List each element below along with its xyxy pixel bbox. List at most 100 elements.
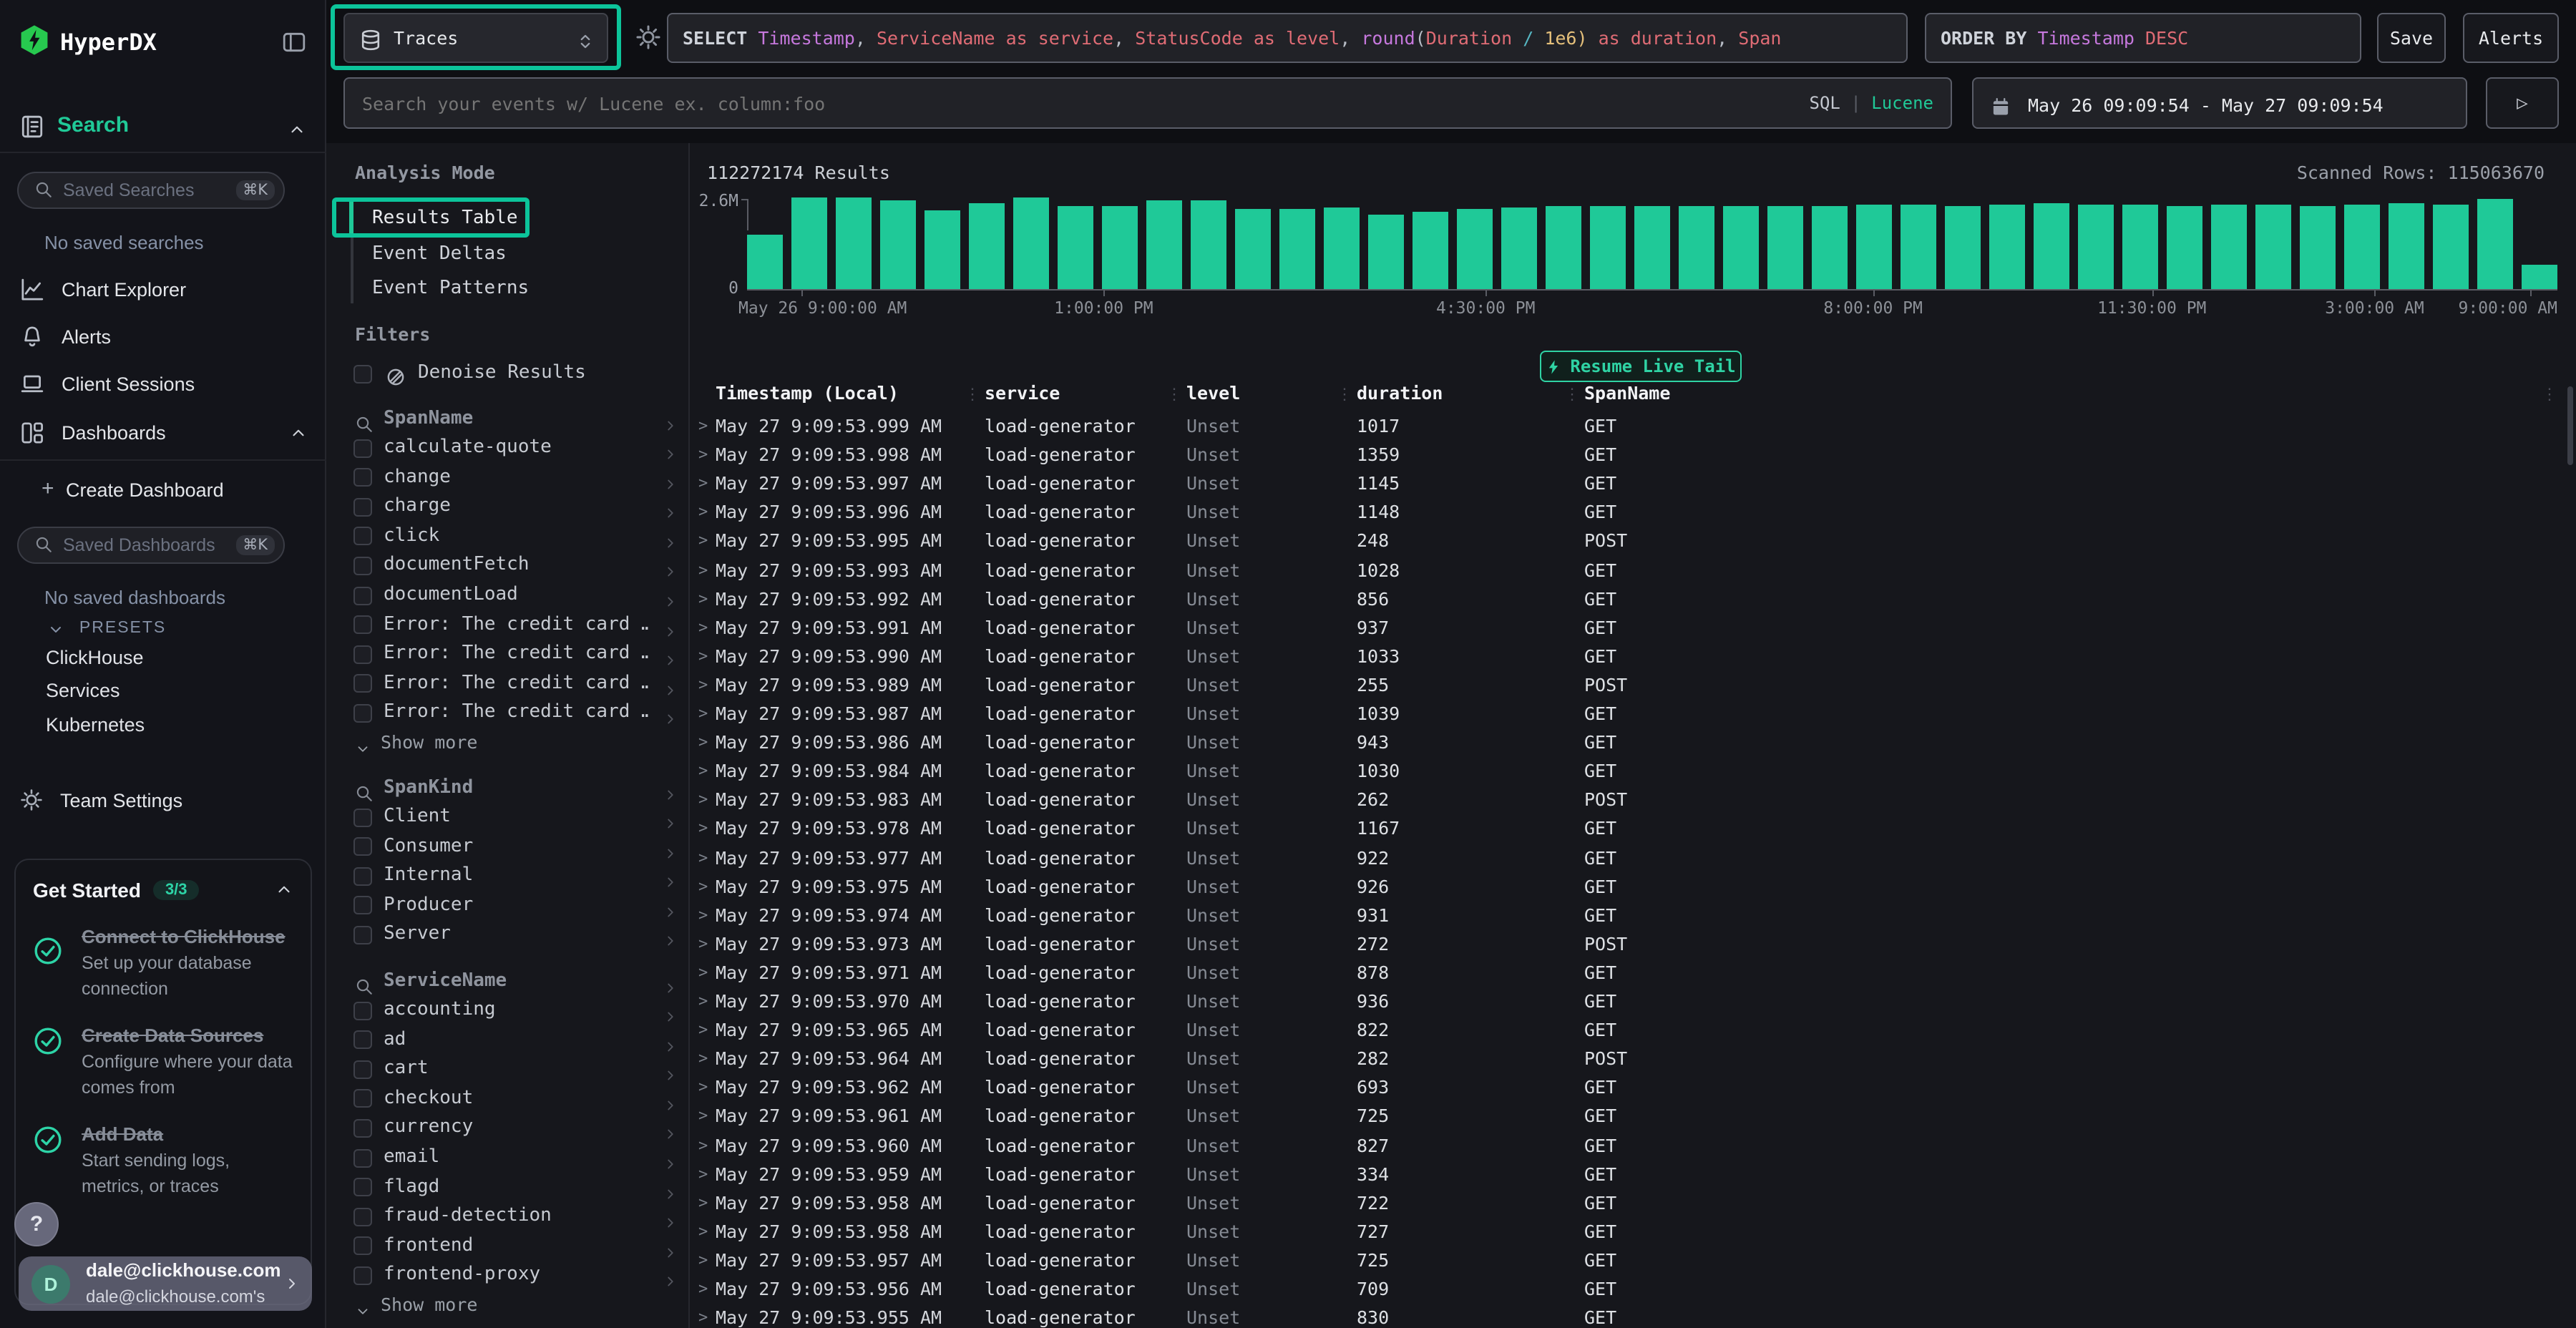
show-more-toggle[interactable]: Show more (326, 728, 688, 757)
table-row[interactable]: > May 27 9:09:53.978 AM load-generator Unse… (690, 815, 2576, 844)
filter-item-row[interactable]: email (326, 1143, 690, 1172)
row-expand-chevron[interactable]: > (698, 1193, 708, 1212)
filter-item-row[interactable]: Error: The credit card … (326, 699, 690, 728)
table-row[interactable]: > May 27 9:09:53.984 AM load-generator Unse… (690, 757, 2576, 786)
histogram-bar[interactable] (924, 210, 960, 289)
search-section-chevron-up-icon[interactable] (288, 117, 306, 143)
row-expand-chevron[interactable]: > (698, 962, 708, 982)
histogram-bar[interactable] (2344, 205, 2380, 289)
column-header-duration[interactable]: duration (1357, 382, 1443, 404)
table-row[interactable]: > May 27 9:09:53.992 AM load-generator Unse… (690, 585, 2576, 613)
row-expand-chevron[interactable]: > (698, 848, 708, 866)
histogram-bar[interactable] (969, 203, 1005, 289)
histogram-bar[interactable] (1501, 208, 1537, 289)
alerts-button[interactable]: Alerts (2463, 13, 2559, 63)
filter-group-spankind[interactable]: SpanKind (326, 774, 690, 803)
row-expand-chevron[interactable]: > (698, 1078, 708, 1097)
histogram-bar[interactable] (1812, 205, 1848, 289)
table-row[interactable]: > May 27 9:09:53.987 AM load-generator Unse… (690, 700, 2576, 728)
filter-checkbox[interactable] (353, 1236, 372, 1256)
mode-event-patterns[interactable]: Event Patterns (372, 277, 530, 298)
filter-item-row[interactable]: Error: The credit card … (326, 640, 690, 668)
filter-checkbox[interactable] (353, 468, 372, 487)
mode-event-deltas[interactable]: Event Deltas (372, 243, 507, 264)
sidebar-item-services[interactable]: Services (46, 680, 120, 701)
column-header-timestamp[interactable]: Timestamp (Local) (716, 382, 899, 404)
row-expand-chevron[interactable]: > (698, 1049, 708, 1068)
histogram[interactable] (747, 197, 2557, 289)
get-started-chevron-up-icon[interactable] (275, 877, 293, 903)
filter-item-row[interactable]: documentLoad (326, 581, 690, 610)
sidebar-collapse-icon[interactable] (282, 30, 306, 56)
query-language-toggle[interactable]: SQL | Lucene (1810, 93, 1934, 113)
filter-item-row[interactable]: accounting (326, 996, 690, 1025)
sidebar-item-team-settings[interactable]: Team Settings (0, 781, 326, 819)
filter-checkbox[interactable] (353, 556, 372, 575)
histogram-bar[interactable] (1191, 200, 1226, 289)
row-expand-chevron[interactable]: > (698, 1279, 708, 1298)
sidebar-item-search[interactable]: Search (57, 113, 130, 137)
saved-dashboards-input[interactable]: Saved Dashboards ⌘K (17, 527, 285, 564)
table-row[interactable]: > May 27 9:09:53.983 AM load-generator Unse… (690, 786, 2576, 815)
row-expand-chevron[interactable]: > (698, 992, 708, 1010)
histogram-bar[interactable] (1457, 209, 1493, 289)
row-expand-chevron[interactable]: > (698, 819, 708, 838)
row-expand-chevron[interactable]: > (698, 1136, 708, 1154)
row-expand-chevron[interactable]: > (698, 617, 708, 637)
user-menu[interactable]: D dale@clickhouse.com dale@clickhouse.co… (19, 1256, 312, 1311)
table-row[interactable]: > May 27 9:09:53.991 AM load-generator Unse… (690, 613, 2576, 642)
sidebar-item-client-sessions[interactable]: Client Sessions (0, 365, 326, 402)
table-row[interactable]: > May 27 9:09:53.971 AM load-generator Unse… (690, 959, 2576, 987)
row-expand-chevron[interactable]: > (698, 905, 708, 924)
histogram-bar[interactable] (1413, 211, 1448, 289)
denoise-filter-row[interactable]: Denoise Results (326, 359, 688, 388)
save-button[interactable]: Save (2377, 13, 2446, 63)
histogram-bar[interactable] (1102, 206, 1138, 289)
row-expand-chevron[interactable]: > (698, 589, 708, 608)
histogram-bar[interactable] (1989, 205, 2025, 289)
filter-item-row[interactable]: frontend-proxy (326, 1261, 690, 1290)
filter-checkbox[interactable] (353, 527, 372, 546)
sidebar-item-alerts[interactable]: Alerts (0, 318, 326, 355)
table-row[interactable]: > May 27 9:09:53.993 AM load-generator Unse… (690, 556, 2576, 585)
get-started-item-add-data[interactable]: Add Data Start sending logs, metrics, or… (33, 1122, 293, 1199)
histogram-bar[interactable] (1146, 200, 1182, 289)
sidebar-item-clickhouse[interactable]: ClickHouse (46, 647, 144, 668)
filter-checkbox[interactable] (353, 808, 372, 826)
histogram-bar[interactable] (2300, 205, 2336, 289)
histogram-bar[interactable] (1368, 214, 1404, 289)
filter-checkbox[interactable] (353, 586, 372, 605)
filter-checkbox[interactable] (353, 439, 372, 457)
mode-results-table[interactable]: Results Table (372, 207, 518, 228)
filter-group-servicename[interactable]: ServiceName (326, 967, 690, 996)
filter-item-row[interactable]: documentFetch (326, 552, 690, 580)
histogram-bar[interactable] (791, 197, 827, 289)
help-button[interactable]: ? (14, 1202, 59, 1246)
table-row[interactable]: > May 27 9:09:53.999 AM load-generator Unse… (690, 412, 2576, 441)
histogram-bar[interactable] (2211, 205, 2247, 289)
table-row[interactable]: > May 27 9:09:53.996 AM load-generator Unse… (690, 499, 2576, 527)
filter-checkbox[interactable] (353, 1001, 372, 1020)
get-started-item-datasources[interactable]: Create Data Sources Configure where your… (33, 1023, 293, 1100)
filter-item-row[interactable]: checkout (326, 1085, 690, 1113)
row-expand-chevron[interactable]: > (698, 1308, 708, 1327)
histogram-bar[interactable] (1058, 206, 1093, 289)
filter-item-row[interactable]: Error: The credit card … (326, 670, 690, 698)
histogram-bar[interactable] (2389, 203, 2424, 289)
date-range-picker[interactable]: May 26 09:09:54 - May 27 09:09:54 (1972, 77, 2467, 129)
column-header-service[interactable]: service (985, 382, 1060, 404)
filter-item-row[interactable]: currency (326, 1114, 690, 1143)
histogram-bar[interactable] (880, 200, 916, 289)
filter-item-row[interactable]: calculate-quote (326, 434, 690, 462)
row-expand-chevron[interactable]: > (698, 416, 708, 435)
table-row[interactable]: > May 27 9:09:53.974 AM load-generator Unse… (690, 901, 2576, 929)
filter-checkbox[interactable] (353, 1118, 372, 1138)
filter-checkbox[interactable] (353, 1266, 372, 1285)
row-expand-chevron[interactable]: > (698, 1106, 708, 1126)
row-expand-chevron[interactable]: > (698, 1221, 708, 1241)
sidebar-item-chart-explorer[interactable]: Chart Explorer (0, 270, 326, 308)
row-expand-chevron[interactable]: > (698, 1164, 708, 1183)
filter-item-row[interactable]: cart (326, 1055, 690, 1083)
row-expand-chevron[interactable]: > (698, 934, 708, 953)
table-row[interactable]: > May 27 9:09:53.986 AM load-generator Unse… (690, 728, 2576, 757)
